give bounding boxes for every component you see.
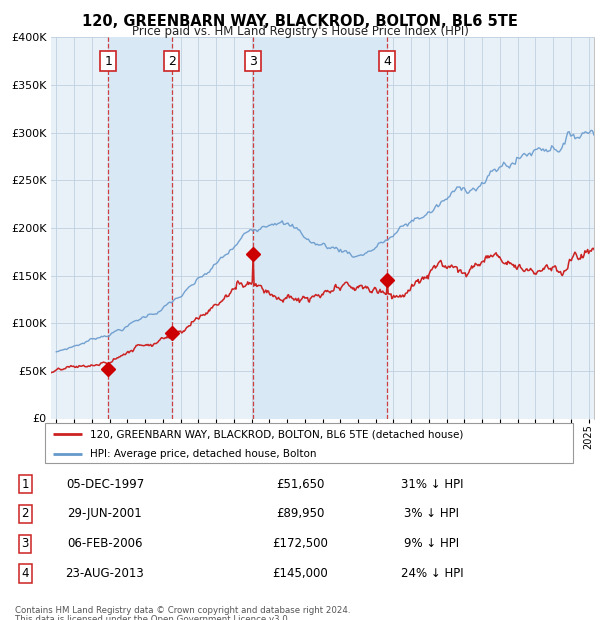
- Text: 06-FEB-2006: 06-FEB-2006: [67, 538, 143, 550]
- Text: £51,650: £51,650: [276, 478, 324, 490]
- Text: 1: 1: [22, 478, 29, 490]
- FancyBboxPatch shape: [45, 423, 573, 463]
- Text: 4: 4: [22, 567, 29, 580]
- Text: This data is licensed under the Open Government Licence v3.0.: This data is licensed under the Open Gov…: [15, 615, 290, 620]
- Text: 31% ↓ HPI: 31% ↓ HPI: [401, 478, 463, 490]
- Text: 1: 1: [104, 55, 112, 68]
- Text: Contains HM Land Registry data © Crown copyright and database right 2024.: Contains HM Land Registry data © Crown c…: [15, 606, 350, 616]
- Text: 120, GREENBARN WAY, BLACKROD, BOLTON, BL6 5TE: 120, GREENBARN WAY, BLACKROD, BOLTON, BL…: [82, 14, 518, 29]
- Bar: [253, 37, 387, 418]
- Text: 120, GREENBARN WAY, BLACKROD, BOLTON, BL6 5TE (detached house): 120, GREENBARN WAY, BLACKROD, BOLTON, BL…: [90, 429, 463, 439]
- Text: 9% ↓ HPI: 9% ↓ HPI: [404, 538, 460, 550]
- Text: 2: 2: [22, 508, 29, 520]
- Bar: [108, 37, 172, 418]
- Text: 2: 2: [168, 55, 176, 68]
- Text: 4: 4: [383, 55, 391, 68]
- Text: 05-DEC-1997: 05-DEC-1997: [66, 478, 144, 490]
- Text: 24% ↓ HPI: 24% ↓ HPI: [401, 567, 463, 580]
- Text: 29-JUN-2001: 29-JUN-2001: [68, 508, 142, 520]
- Text: HPI: Average price, detached house, Bolton: HPI: Average price, detached house, Bolt…: [90, 450, 316, 459]
- Text: 3% ↓ HPI: 3% ↓ HPI: [404, 508, 460, 520]
- Text: 3: 3: [249, 55, 257, 68]
- Text: £145,000: £145,000: [272, 567, 328, 580]
- Text: 3: 3: [22, 538, 29, 550]
- Text: 23-AUG-2013: 23-AUG-2013: [65, 567, 145, 580]
- Text: £89,950: £89,950: [276, 508, 324, 520]
- Text: Price paid vs. HM Land Registry's House Price Index (HPI): Price paid vs. HM Land Registry's House …: [131, 25, 469, 38]
- Text: £172,500: £172,500: [272, 538, 328, 550]
